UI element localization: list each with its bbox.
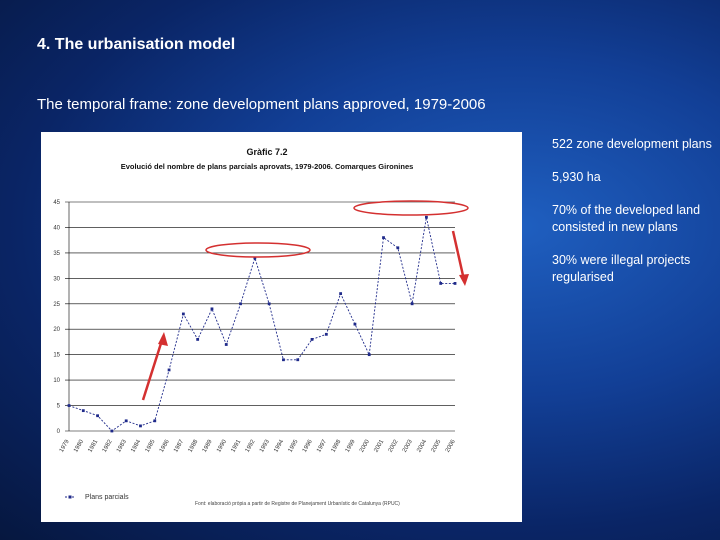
y-tick-label: 45	[53, 200, 60, 206]
falling-trend-arrow	[451, 230, 466, 281]
bullet-hectares: 5,930 ha	[552, 170, 601, 184]
y-tick-label: 0	[57, 429, 61, 435]
x-tick-label: 1990	[216, 438, 228, 453]
data-point-1984	[139, 424, 142, 428]
x-tick-label: 1979	[59, 438, 71, 453]
y-tick-label: 15	[53, 353, 60, 359]
chart-title: Gràfic 7.2	[246, 147, 287, 157]
chart-subtitle: Evolució del nombre de plans parcials ap…	[121, 162, 414, 171]
bullet-plans-count: 522 zone development plans	[552, 137, 712, 151]
x-tick-label: 2000	[359, 438, 371, 453]
bullet-illegal-share: 30% were illegal projects regularised	[552, 253, 691, 284]
bullet-list: 522 zone development plans 5,930 ha 70% …	[552, 136, 712, 302]
data-point-1986	[167, 368, 171, 372]
x-tick-label: 1983	[116, 438, 128, 453]
y-tick-label: 10	[53, 378, 60, 384]
x-tick-label: 1998	[330, 438, 342, 453]
series-polyline	[68, 217, 455, 432]
data-point-1989	[210, 307, 214, 311]
data-point-1993	[267, 302, 271, 306]
data-point-1987	[181, 312, 185, 316]
highlight-ellipse-2004	[353, 200, 469, 216]
slide-subtitle: The temporal frame: zone development pla…	[37, 96, 486, 113]
x-tick-label: 1986	[159, 438, 171, 453]
series-line	[68, 217, 455, 432]
x-tick-label: 1981	[87, 438, 99, 453]
x-tick-label: 1982	[102, 438, 114, 453]
y-tick-label: 5	[57, 404, 61, 410]
data-point-1992	[253, 256, 257, 260]
y-axis-ticks: 0 5 10 15 20 25 30 35 40 45	[53, 200, 60, 435]
y-tick-label: 30	[53, 276, 60, 282]
x-tick-label: 1985	[145, 438, 157, 453]
bullet-new-plans-share: 70% of the developed land consisted in n…	[552, 203, 701, 234]
data-point-2001	[382, 236, 385, 240]
x-tick-label: 1992	[245, 438, 257, 453]
data-point-2000	[367, 353, 371, 357]
x-tick-label: 2003	[402, 438, 414, 453]
legend-swatch-marker	[68, 495, 72, 499]
x-tick-label: 1991	[230, 438, 242, 453]
x-tick-label: 1995	[288, 438, 300, 453]
legend: Plans parcials	[65, 494, 129, 501]
x-tick-label: 1993	[259, 438, 271, 453]
data-point-1988	[196, 338, 200, 341]
rising-trend-arrow	[141, 336, 165, 401]
x-tick-label: 1996	[302, 438, 314, 453]
y-tick-label: 25	[53, 302, 60, 308]
highlight-ellipse-1992	[205, 242, 311, 258]
chart-container: Gràfic 7.2 Evolució del nombre de plans …	[41, 132, 522, 522]
x-tick-label: 1994	[273, 438, 285, 453]
data-point-1999	[353, 322, 357, 326]
x-axis-ticks: 1979 1980 1981 1982 1983 1984 1985 1986 1987 1988…	[59, 438, 457, 453]
x-tick-label: 2004	[416, 438, 428, 453]
falling-trend-arrowhead	[459, 274, 469, 286]
annotations	[141, 200, 469, 401]
data-point-2003	[410, 302, 414, 306]
data-point-1982	[110, 429, 114, 433]
chart-source: Font: elaboració pròpia a partir de Regi…	[195, 501, 400, 507]
data-point-1981	[96, 414, 99, 418]
series-points	[67, 215, 457, 433]
data-point-1983	[124, 419, 128, 423]
x-tick-label: 2002	[388, 438, 400, 453]
x-tick-label: 1988	[188, 438, 200, 453]
data-point-2005	[439, 282, 443, 285]
data-point-1995	[296, 358, 300, 362]
line-chart: Gràfic 7.2 Evolució del nombre de plans …	[53, 147, 469, 507]
legend-label: Plans parcials	[85, 494, 129, 501]
data-point-2004	[425, 215, 428, 219]
x-tick-label: 1984	[130, 438, 142, 453]
data-point-1980	[81, 409, 85, 413]
data-point-1994	[282, 358, 285, 362]
data-point-1985	[153, 419, 157, 423]
data-point-2006	[453, 282, 457, 285]
y-tick-label: 20	[53, 327, 60, 333]
x-tick-label: 1999	[345, 438, 357, 453]
data-point-1991	[239, 302, 242, 306]
data-point-1979	[67, 404, 71, 407]
data-point-1996	[310, 338, 314, 341]
data-point-1997	[324, 332, 328, 336]
x-tick-label: 1989	[202, 438, 214, 453]
x-tick-label: 1997	[316, 438, 328, 453]
y-tick-label: 40	[53, 225, 60, 231]
data-point-2002	[396, 246, 400, 250]
data-point-1990	[224, 343, 228, 346]
x-tick-label: 1987	[173, 438, 185, 453]
x-tick-label: 2006	[445, 438, 457, 453]
y-tick-label: 35	[53, 251, 60, 257]
grid	[65, 201, 455, 432]
x-tick-label: 2005	[431, 438, 443, 453]
slide-title: 4. The urbanisation model	[37, 36, 236, 53]
rising-trend-arrowhead	[158, 332, 168, 346]
x-tick-label: 2001	[373, 438, 385, 453]
data-point-1998	[339, 292, 343, 295]
x-tick-label: 1980	[73, 438, 85, 453]
